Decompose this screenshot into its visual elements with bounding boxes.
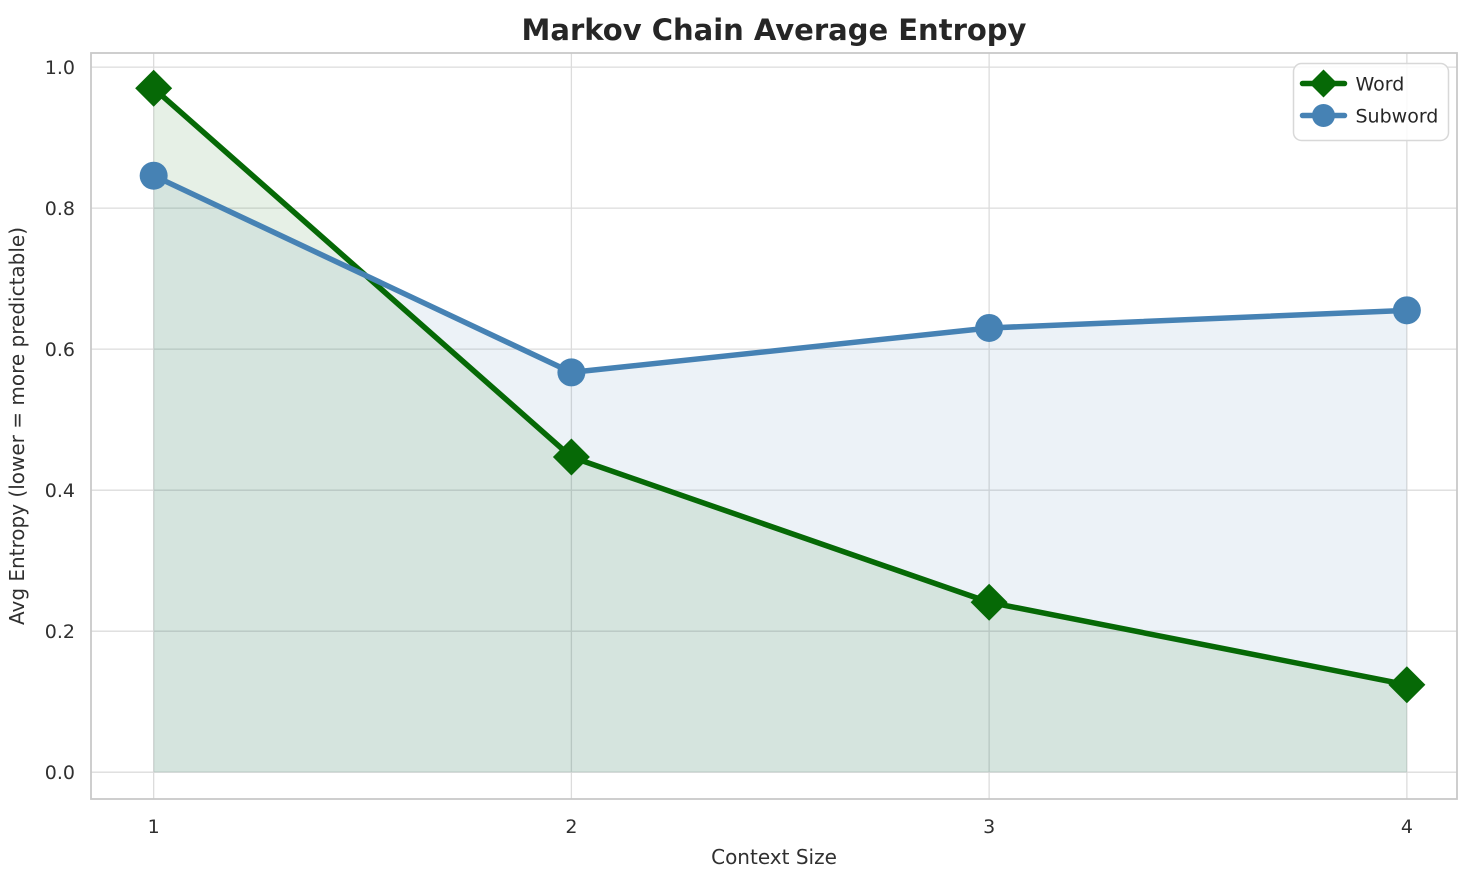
x-axis-label: Context Size [711,845,837,869]
chart-title: Markov Chain Average Entropy [522,13,1027,47]
legend-item-word: Word [1299,69,1405,98]
diamond-marker-word [970,583,1008,621]
legend: Word Subword [1292,62,1450,142]
circle-marker-subword [975,313,1004,342]
legend-item-subword: Subword [1299,104,1439,128]
series-layer [135,69,1426,704]
fill-layer [153,88,1407,773]
diamond-marker-word [1388,666,1426,704]
y-tick-label: 0.6 [45,339,75,361]
diamond-marker-word [135,69,173,107]
x-tick-label: 3 [983,816,995,838]
y-tick-label: 0.0 [45,762,75,784]
y-tick-label: 0.2 [45,621,75,643]
y-tick-label: 1.0 [45,57,75,79]
circle-marker-subword [557,358,586,387]
legend-label: Word [1356,74,1405,96]
diamond-marker-word [552,438,590,476]
legend-label: Subword [1356,106,1439,128]
series-subword [139,161,1421,387]
y-tick-label: 0.8 [45,198,75,220]
x-tick-label: 2 [565,816,577,838]
y-tick-label: 0.4 [45,480,75,502]
x-tick-label: 4 [1401,816,1413,838]
line-subword [150,172,1410,376]
x-tick-label: 1 [148,816,160,838]
tick-layer: 0.0 0.2 0.4 0.6 0.8 1.0 1 2 3 4 [45,57,1413,838]
area-fill-word [153,88,1407,773]
y-axis-label: Avg Entropy (lower = more predictable) [5,227,29,625]
spine-layer [90,52,1458,800]
plot-border [90,52,1458,800]
legend-diamond-icon [1309,69,1338,98]
legend-circle-icon [1312,104,1335,127]
circle-marker-subword [139,161,168,190]
circle-marker-subword [1392,296,1421,325]
